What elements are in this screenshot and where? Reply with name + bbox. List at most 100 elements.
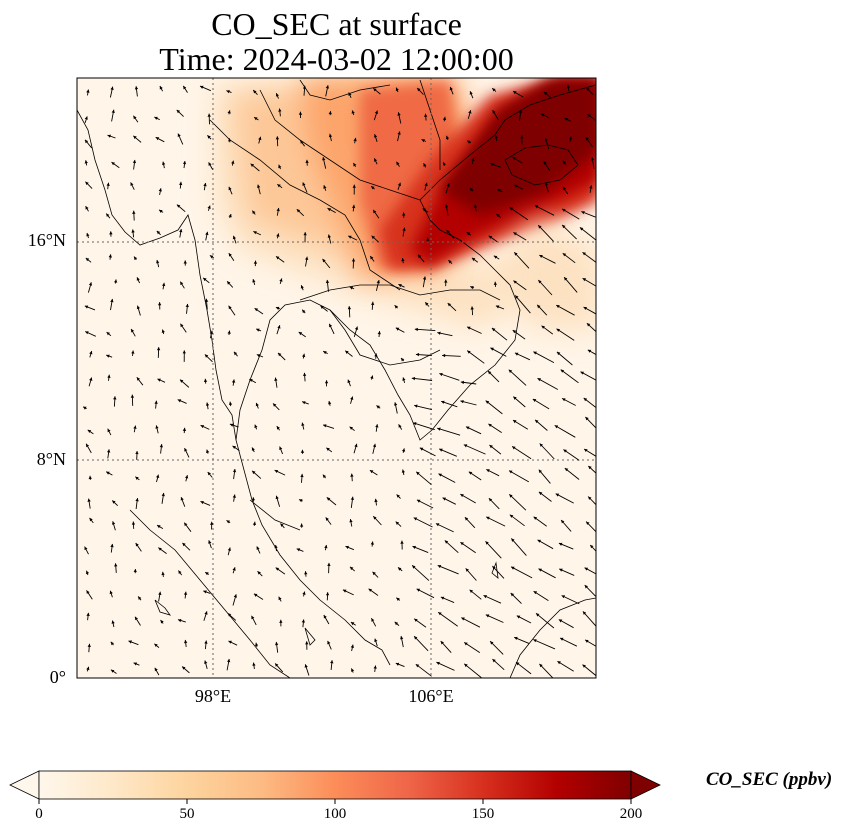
wind-arrow-head (155, 137, 160, 141)
wind-arrow-head (106, 471, 110, 475)
wind-arrow-head (583, 307, 587, 310)
wind-arrow-head (348, 235, 352, 239)
wind-arrow-head (372, 443, 377, 448)
wind-arrow-head (418, 254, 422, 259)
wind-arrow-head (350, 566, 354, 571)
wind-arrow-head (110, 669, 115, 673)
wind-arrow-head (509, 514, 514, 518)
wind-arrow-head (471, 257, 476, 262)
wind-arrow-head (351, 110, 355, 114)
wind-arrow-head (138, 596, 142, 600)
wind-arrow-head (564, 118, 568, 121)
wind-arrow-head (544, 138, 548, 142)
colorbar-tick-150: 150 (471, 806, 495, 822)
wind-arrow-head (539, 443, 543, 447)
wind-arrow (533, 639, 556, 650)
wind-arrow-head (437, 331, 441, 335)
wind-arrow-head (582, 278, 587, 282)
wind-arrow-head (84, 160, 88, 164)
wind-arrow-head (352, 184, 356, 188)
wind-arrow-head (304, 664, 308, 668)
wind-arrow-head (279, 619, 283, 623)
wind-arrow-head (515, 295, 519, 299)
wind-arrow-head (130, 394, 135, 398)
wind-arrow-head (440, 596, 445, 600)
wind-arrow-head (586, 87, 590, 91)
wind-arrow-head (275, 136, 280, 140)
wind-arrow (466, 350, 485, 364)
wind-arrow (532, 398, 550, 410)
wind-arrow (415, 663, 432, 677)
wind-arrow-head (203, 277, 207, 282)
wind-arrow-head (586, 521, 590, 525)
colorbar-label: CO_SEC (ppbv) (706, 769, 833, 790)
wind-arrow-head (327, 234, 331, 238)
wind-arrow-head (251, 497, 255, 501)
wind-arrow-head (159, 86, 163, 90)
wind-arrow-head (302, 85, 307, 89)
wind-arrow-head (113, 396, 117, 400)
wind-arrow-head (493, 255, 498, 259)
wind-arrow-head (277, 184, 281, 188)
wind-arrow-head (442, 353, 446, 358)
wind-arrow-head (88, 475, 92, 480)
wind-arrow-head (421, 139, 425, 143)
wind-arrow-head (469, 91, 473, 95)
wind-arrow-head (486, 516, 490, 520)
wind-arrow-head (278, 596, 282, 601)
wind-arrow-head (86, 590, 90, 594)
wind-arrow-head (301, 619, 305, 623)
wind-arrow-head (89, 351, 93, 355)
wind-arrow-head (497, 188, 501, 192)
wind-arrow-head (402, 377, 406, 381)
wind-arrow-head (371, 618, 375, 622)
wind-arrow-head (440, 641, 444, 645)
wind-arrow-head (204, 640, 208, 644)
wind-arrow-head (422, 208, 427, 212)
wind-arrow-head (183, 591, 188, 595)
wind-arrow-head (395, 87, 399, 92)
wind-arrow (508, 470, 530, 483)
wind-arrow-head (538, 469, 542, 474)
wind-arrow-head (559, 568, 563, 572)
wind-arrow-head (107, 374, 111, 378)
wind-arrow-head (488, 235, 493, 239)
wind-arrow-head (86, 233, 90, 237)
wind-arrow-head (107, 449, 111, 453)
wind-arrow-head (534, 205, 539, 209)
wind-arrow-head (327, 562, 331, 566)
wind-arrow-head (590, 545, 594, 549)
wind-arrow-head (354, 443, 358, 448)
wind-arrow-head (417, 88, 421, 92)
wind-arrow-head (183, 260, 187, 264)
wind-arrow-head (373, 516, 377, 520)
wind-arrow-head (275, 306, 280, 310)
wind-arrow-head (204, 660, 208, 664)
wind-arrow-head (323, 615, 327, 619)
wind-arrow-head (485, 614, 490, 618)
wind-arrow-head (374, 638, 378, 642)
wind-arrow-head (558, 542, 563, 546)
wind-arrow-head (538, 280, 542, 284)
wind-arrow (534, 205, 555, 216)
wind-arrow-head (469, 589, 473, 593)
wind-arrow-head (328, 111, 332, 115)
wind-arrow-head (544, 182, 548, 186)
wind-arrow-head (85, 206, 89, 210)
wind-arrow-head (486, 469, 490, 473)
wind-arrow-head (514, 352, 519, 356)
wind-arrow-head (416, 499, 421, 503)
wind-arrow-head (87, 498, 91, 502)
wind-arrow-head (252, 521, 257, 525)
wind-arrow-head (513, 280, 517, 284)
wind-arrow-head (447, 303, 452, 307)
wind-arrow-head (442, 162, 446, 166)
wind-arrow (537, 224, 554, 242)
wind-arrow-head (227, 281, 231, 285)
wind-arrow-head (322, 474, 327, 478)
wind-arrow-head (131, 521, 136, 525)
wind-arrow-head (154, 116, 158, 120)
wind-arrow-head (136, 305, 140, 310)
wind-arrow-head (582, 252, 586, 256)
wind-arrow-head (512, 446, 516, 450)
